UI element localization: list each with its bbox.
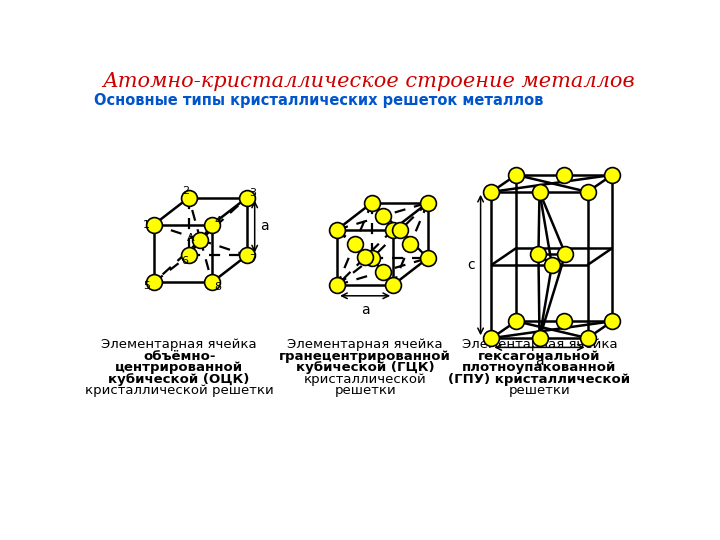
Point — [366, 254, 378, 262]
Point — [183, 251, 194, 260]
Text: кристаллической решетки: кристаллической решетки — [85, 384, 274, 397]
Point — [377, 267, 388, 276]
Point — [534, 187, 545, 196]
Point — [559, 249, 571, 258]
Text: (ГПУ) кристаллической: (ГПУ) кристаллической — [449, 373, 631, 386]
Point — [422, 198, 433, 207]
Point — [486, 187, 498, 196]
Text: кубической (ГЦК): кубической (ГЦК) — [296, 361, 434, 374]
Point — [241, 251, 253, 260]
Point — [606, 171, 618, 179]
Point — [207, 220, 218, 229]
Text: 4: 4 — [215, 217, 222, 226]
Text: центрированной: центрированной — [115, 361, 243, 374]
Text: решетки: решетки — [334, 384, 396, 397]
Text: 5: 5 — [143, 281, 150, 291]
Point — [559, 171, 570, 179]
Point — [533, 249, 544, 258]
Point — [359, 253, 371, 261]
Text: кубической (ОЦК): кубической (ОЦК) — [109, 373, 250, 386]
Point — [582, 334, 593, 342]
Point — [183, 193, 194, 202]
Text: 7: 7 — [250, 254, 257, 264]
Point — [349, 240, 361, 248]
Text: Основные типы кристаллических решеток металлов: Основные типы кристаллических решеток ме… — [94, 93, 544, 107]
Text: 1: 1 — [143, 220, 150, 229]
Text: a: a — [361, 303, 369, 317]
Text: кристаллической: кристаллической — [304, 373, 426, 386]
Point — [405, 240, 416, 248]
Point — [387, 225, 399, 234]
Point — [606, 317, 618, 326]
Text: объёмно-: объёмно- — [143, 350, 215, 363]
Text: 2: 2 — [182, 186, 189, 197]
Text: Элементарная ячейка: Элементарная ячейка — [102, 338, 257, 351]
Point — [582, 187, 593, 196]
Point — [366, 198, 378, 207]
Point — [510, 317, 522, 326]
Text: плотноупакованной: плотноупакованной — [462, 361, 617, 374]
Text: Элементарная ячейка: Элементарная ячейка — [462, 338, 617, 351]
Point — [534, 334, 545, 342]
Point — [486, 334, 498, 342]
Text: гранецентрированной: гранецентрированной — [279, 350, 451, 363]
Point — [559, 317, 570, 326]
Point — [194, 235, 206, 244]
Text: 3: 3 — [250, 188, 256, 198]
Text: решетки: решетки — [508, 384, 570, 397]
Point — [510, 171, 522, 179]
Text: a: a — [535, 354, 544, 368]
Text: 8: 8 — [214, 282, 221, 292]
Point — [331, 281, 343, 289]
Point — [422, 254, 433, 262]
Text: A: A — [186, 233, 194, 244]
Point — [148, 278, 160, 287]
Text: гексагональной: гексагональной — [478, 350, 600, 363]
Point — [377, 212, 388, 220]
Point — [546, 261, 558, 269]
Point — [395, 226, 406, 235]
Text: a: a — [260, 219, 269, 233]
Point — [148, 220, 160, 229]
Text: 6: 6 — [181, 256, 189, 266]
Text: Элементарная ячейка: Элементарная ячейка — [287, 338, 443, 351]
Point — [207, 278, 218, 287]
Point — [241, 193, 253, 202]
Point — [331, 225, 343, 234]
Point — [387, 281, 399, 289]
Text: Атомно-кристаллическое строение металлов: Атомно-кристаллическое строение металлов — [103, 72, 635, 91]
Text: c: c — [467, 258, 475, 272]
